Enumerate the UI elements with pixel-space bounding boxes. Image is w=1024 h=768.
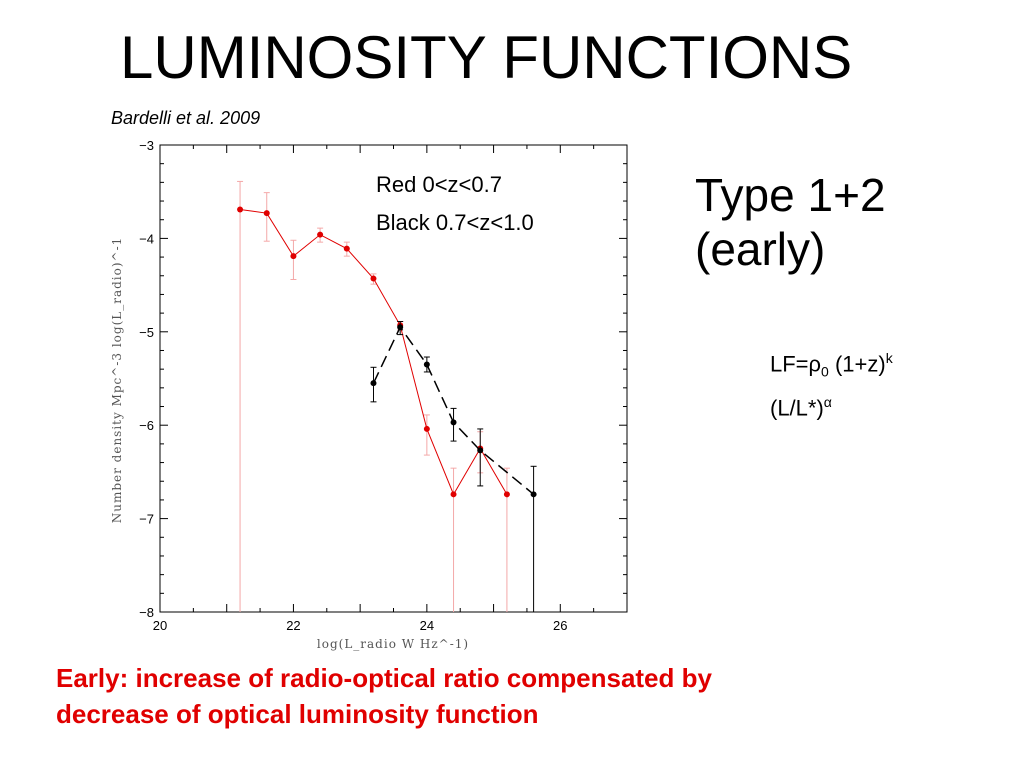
type-line2: (early) [695,223,826,275]
data-point [370,275,377,282]
y-axis-label: Number density Mpc^-3 log(L_radio)^-1 [110,237,124,524]
type-label: Type 1+2 (early) [695,168,886,276]
y-tick-label: −7 [139,512,154,527]
data-point [423,361,430,368]
data-point [237,206,244,213]
y-tick-label: −3 [139,138,154,153]
citation: Bardelli et al. 2009 [111,108,261,128]
caption: Early: increase of radio-optical ratio c… [56,660,956,732]
x-tick-label: 22 [286,618,300,633]
data-point [530,491,537,498]
formula-k-sup: k [885,350,893,366]
lf-formula: LF=ρ0 (1+z)k (L/L*)α [770,343,893,423]
legend-entry-black: Black 0.7<z<1.0 [376,210,534,235]
formula-lf-prefix: LF= [770,351,809,377]
data-point [317,231,324,238]
legend-entry-red: Red 0<z<0.7 [376,172,502,197]
data-point [370,380,377,387]
data-point [477,447,484,454]
data-point [263,210,270,217]
slide-title: LUMINOSITY FUNCTIONS [120,24,853,91]
data-point [397,324,404,331]
formula-ratio: (L/L*) [770,395,824,421]
formula-alpha-sup: α [823,393,832,410]
data-point [450,419,457,426]
series-black [370,321,537,612]
data-point [290,253,297,260]
x-tick-label: 26 [553,618,567,633]
x-axis-label: log(L_radio W Hz^-1) [317,637,469,651]
y-tick-label: −5 [139,325,154,340]
formula-rho: ρ [808,351,822,377]
y-tick-label: −4 [139,231,154,246]
y-tick-label: −8 [139,605,154,620]
formula-line2: (L/L*)α [770,387,893,423]
series-line [372,325,535,495]
data-point [343,245,350,252]
data-point [450,491,457,498]
x-tick-label: 24 [420,618,434,633]
data-point [423,425,430,432]
data-point [503,491,510,498]
type-line1: Type 1+2 [695,169,886,221]
formula-rho-sub: 0 [821,363,829,380]
formula-factor: (1+z) [828,351,886,377]
formula-line1: LF=ρ0 (1+z)k [770,343,893,387]
caption-line2: decrease of optical luminosity function [56,699,539,729]
x-tick-label: 20 [153,618,167,633]
y-tick-label: −6 [139,418,154,433]
series-line [239,208,508,496]
caption-line1: Early: increase of radio-optical ratio c… [56,663,712,693]
